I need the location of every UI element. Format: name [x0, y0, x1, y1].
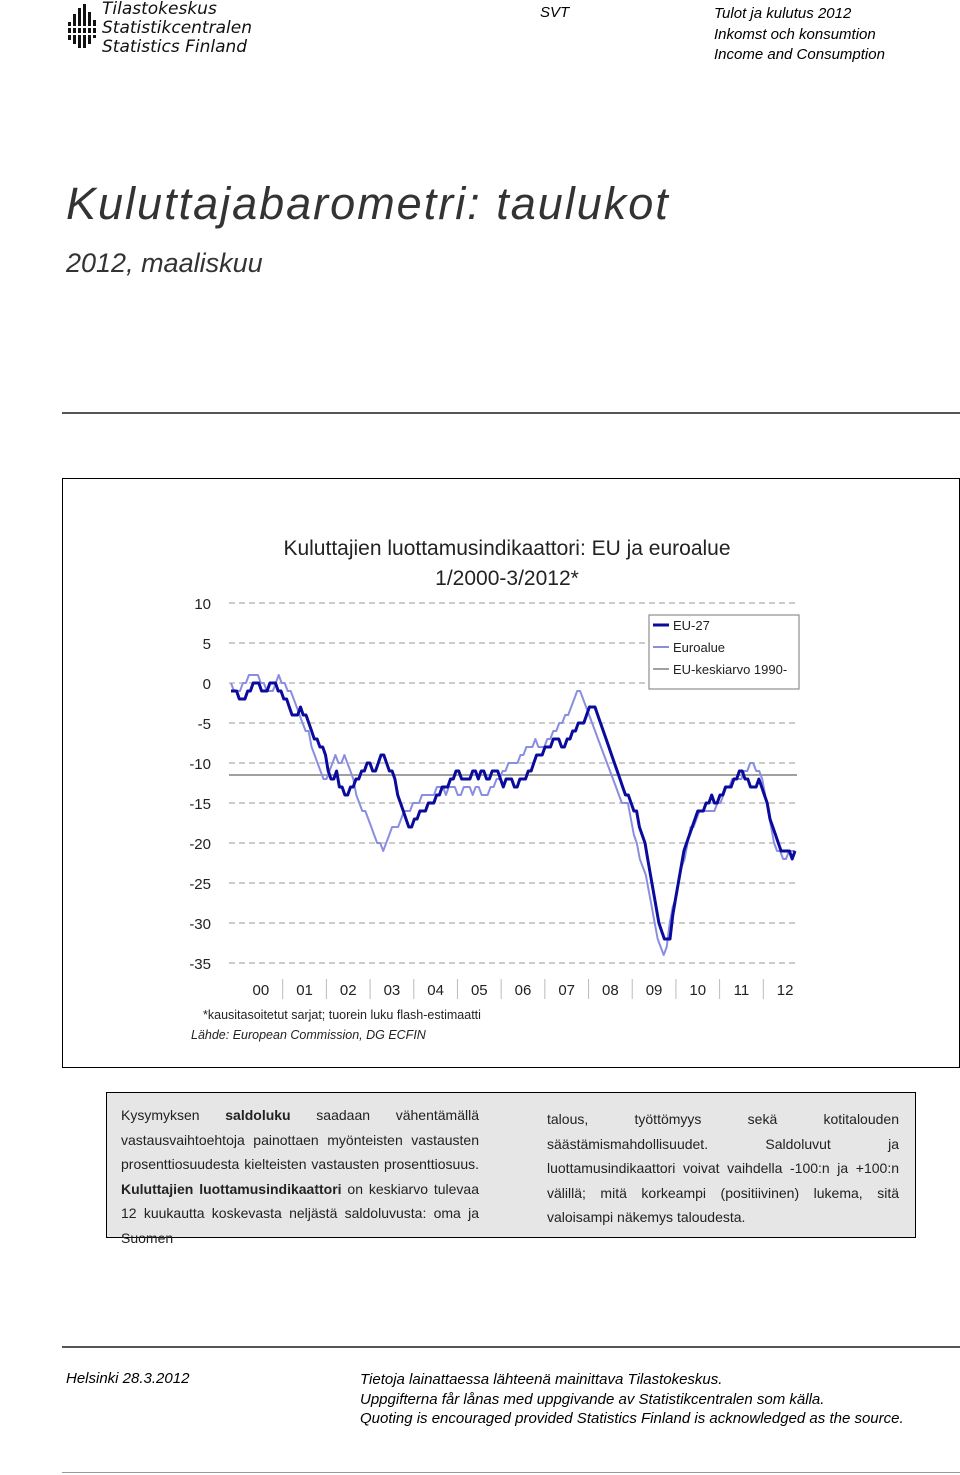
quote-line-fi: Tietoja lainattaessa lähteenä mainittava… [360, 1371, 723, 1388]
confidence-indicator-chart: Kuluttajien luottamusindikaattori: EU ja… [189, 537, 800, 1042]
divider-footer [62, 1472, 960, 1473]
y-tick-label: -30 [189, 916, 211, 933]
chart-note: *kausitasoitetut sarjat; tuorein luku fl… [203, 1008, 481, 1022]
info-text-column-1: Kysymyksen saldoluku saadaan vähentämäll… [121, 1103, 479, 1250]
x-tick-label: 09 [646, 982, 663, 999]
logo-mark-icon [66, 4, 98, 48]
chart-source: Lähde: European Commission, DG ECFIN [191, 1028, 427, 1042]
y-tick-label: -20 [189, 836, 211, 853]
x-tick-label: 05 [471, 982, 488, 999]
place-date: Helsinki 28.3.2012 [66, 1370, 190, 1387]
divider-bottom [62, 1346, 960, 1348]
x-tick-label: 04 [427, 982, 444, 999]
divider-top [62, 412, 960, 414]
publication-line-1: Tulot ja kulutus 2012 [714, 5, 852, 22]
info-term-bold: saldoluku [225, 1107, 291, 1123]
logo-line-1: Tilastokeskus [102, 0, 217, 19]
chart-panel: Kuluttajien luottamusindikaattori: EU ja… [62, 478, 960, 1068]
series-line-eu27 [231, 681, 797, 941]
info-text: on keskiarvo tulevaa 12 kuukautta koskev… [121, 1180, 479, 1246]
page-title: Kuluttajabarometri: taulukot [66, 178, 670, 229]
quote-notice: Tietoja lainattaessa lähteenä mainittava… [360, 1370, 904, 1429]
statistics-finland-logo: Tilastokeskus Statistikcentralen Statist… [66, 0, 266, 60]
publication-info: Tulot ja kulutus 2012 Inkomst och konsum… [714, 4, 885, 66]
page-subtitle: 2012, maaliskuu [66, 248, 263, 278]
logo-line-2: Statistikcentralen [102, 18, 252, 38]
logo-line-3: Statistics Finland [102, 37, 248, 57]
info-text: Kysymyksen [121, 1107, 226, 1123]
legend-label: EU-keskiarvo 1990- [673, 662, 787, 677]
y-tick-label: -15 [189, 796, 211, 813]
info-box: Kysymyksen saldoluku saadaan vähentämäll… [106, 1092, 916, 1246]
info-text-column-2: talous, työttömyys sekä kotitalouden sää… [547, 1111, 899, 1225]
legend-label: Euroalue [673, 640, 725, 655]
y-tick-label: -25 [189, 876, 211, 893]
legend-label: EU-27 [673, 618, 710, 633]
info-term-bold: Kuluttajien luottamusindikaattori [121, 1180, 342, 1197]
x-tick-label: 12 [777, 982, 794, 999]
y-tick-label: -35 [189, 956, 211, 973]
publication-line-3: Income and Consumption [714, 46, 885, 63]
info-text: saadaan vähentämällä vastausvaihtoehtoja… [121, 1107, 479, 1172]
y-tick-label: 0 [203, 676, 211, 693]
x-tick-label: 06 [515, 982, 532, 999]
chart-title-line: Kuluttajien luottamusindikaattori: EU ja… [283, 537, 730, 560]
series-code: SVT [540, 4, 570, 21]
y-tick-label: -5 [198, 716, 211, 733]
x-tick-label: 10 [689, 982, 706, 999]
quote-line-en: Quoting is encouraged provided Statistic… [360, 1410, 904, 1427]
quote-line-sv: Uppgifterna får lånas med uppgivande av … [360, 1390, 825, 1408]
y-tick-label: -10 [189, 756, 211, 773]
legend-box [648, 614, 800, 690]
x-tick-label: 03 [384, 982, 401, 999]
y-tick-label: 5 [203, 636, 211, 653]
publication-line-2: Inkomst och konsumtion [714, 25, 876, 43]
series-line-euroalue [230, 674, 795, 956]
x-tick-label: 07 [558, 982, 575, 999]
chart-title-line: 1/2000-3/2012* [435, 567, 579, 590]
x-tick-label: 02 [340, 982, 357, 999]
x-tick-label: 11 [734, 982, 750, 999]
x-tick-label: 01 [296, 982, 313, 999]
x-tick-label: 00 [253, 982, 270, 999]
x-tick-label: 08 [602, 982, 619, 999]
y-tick-label: 10 [194, 596, 211, 613]
